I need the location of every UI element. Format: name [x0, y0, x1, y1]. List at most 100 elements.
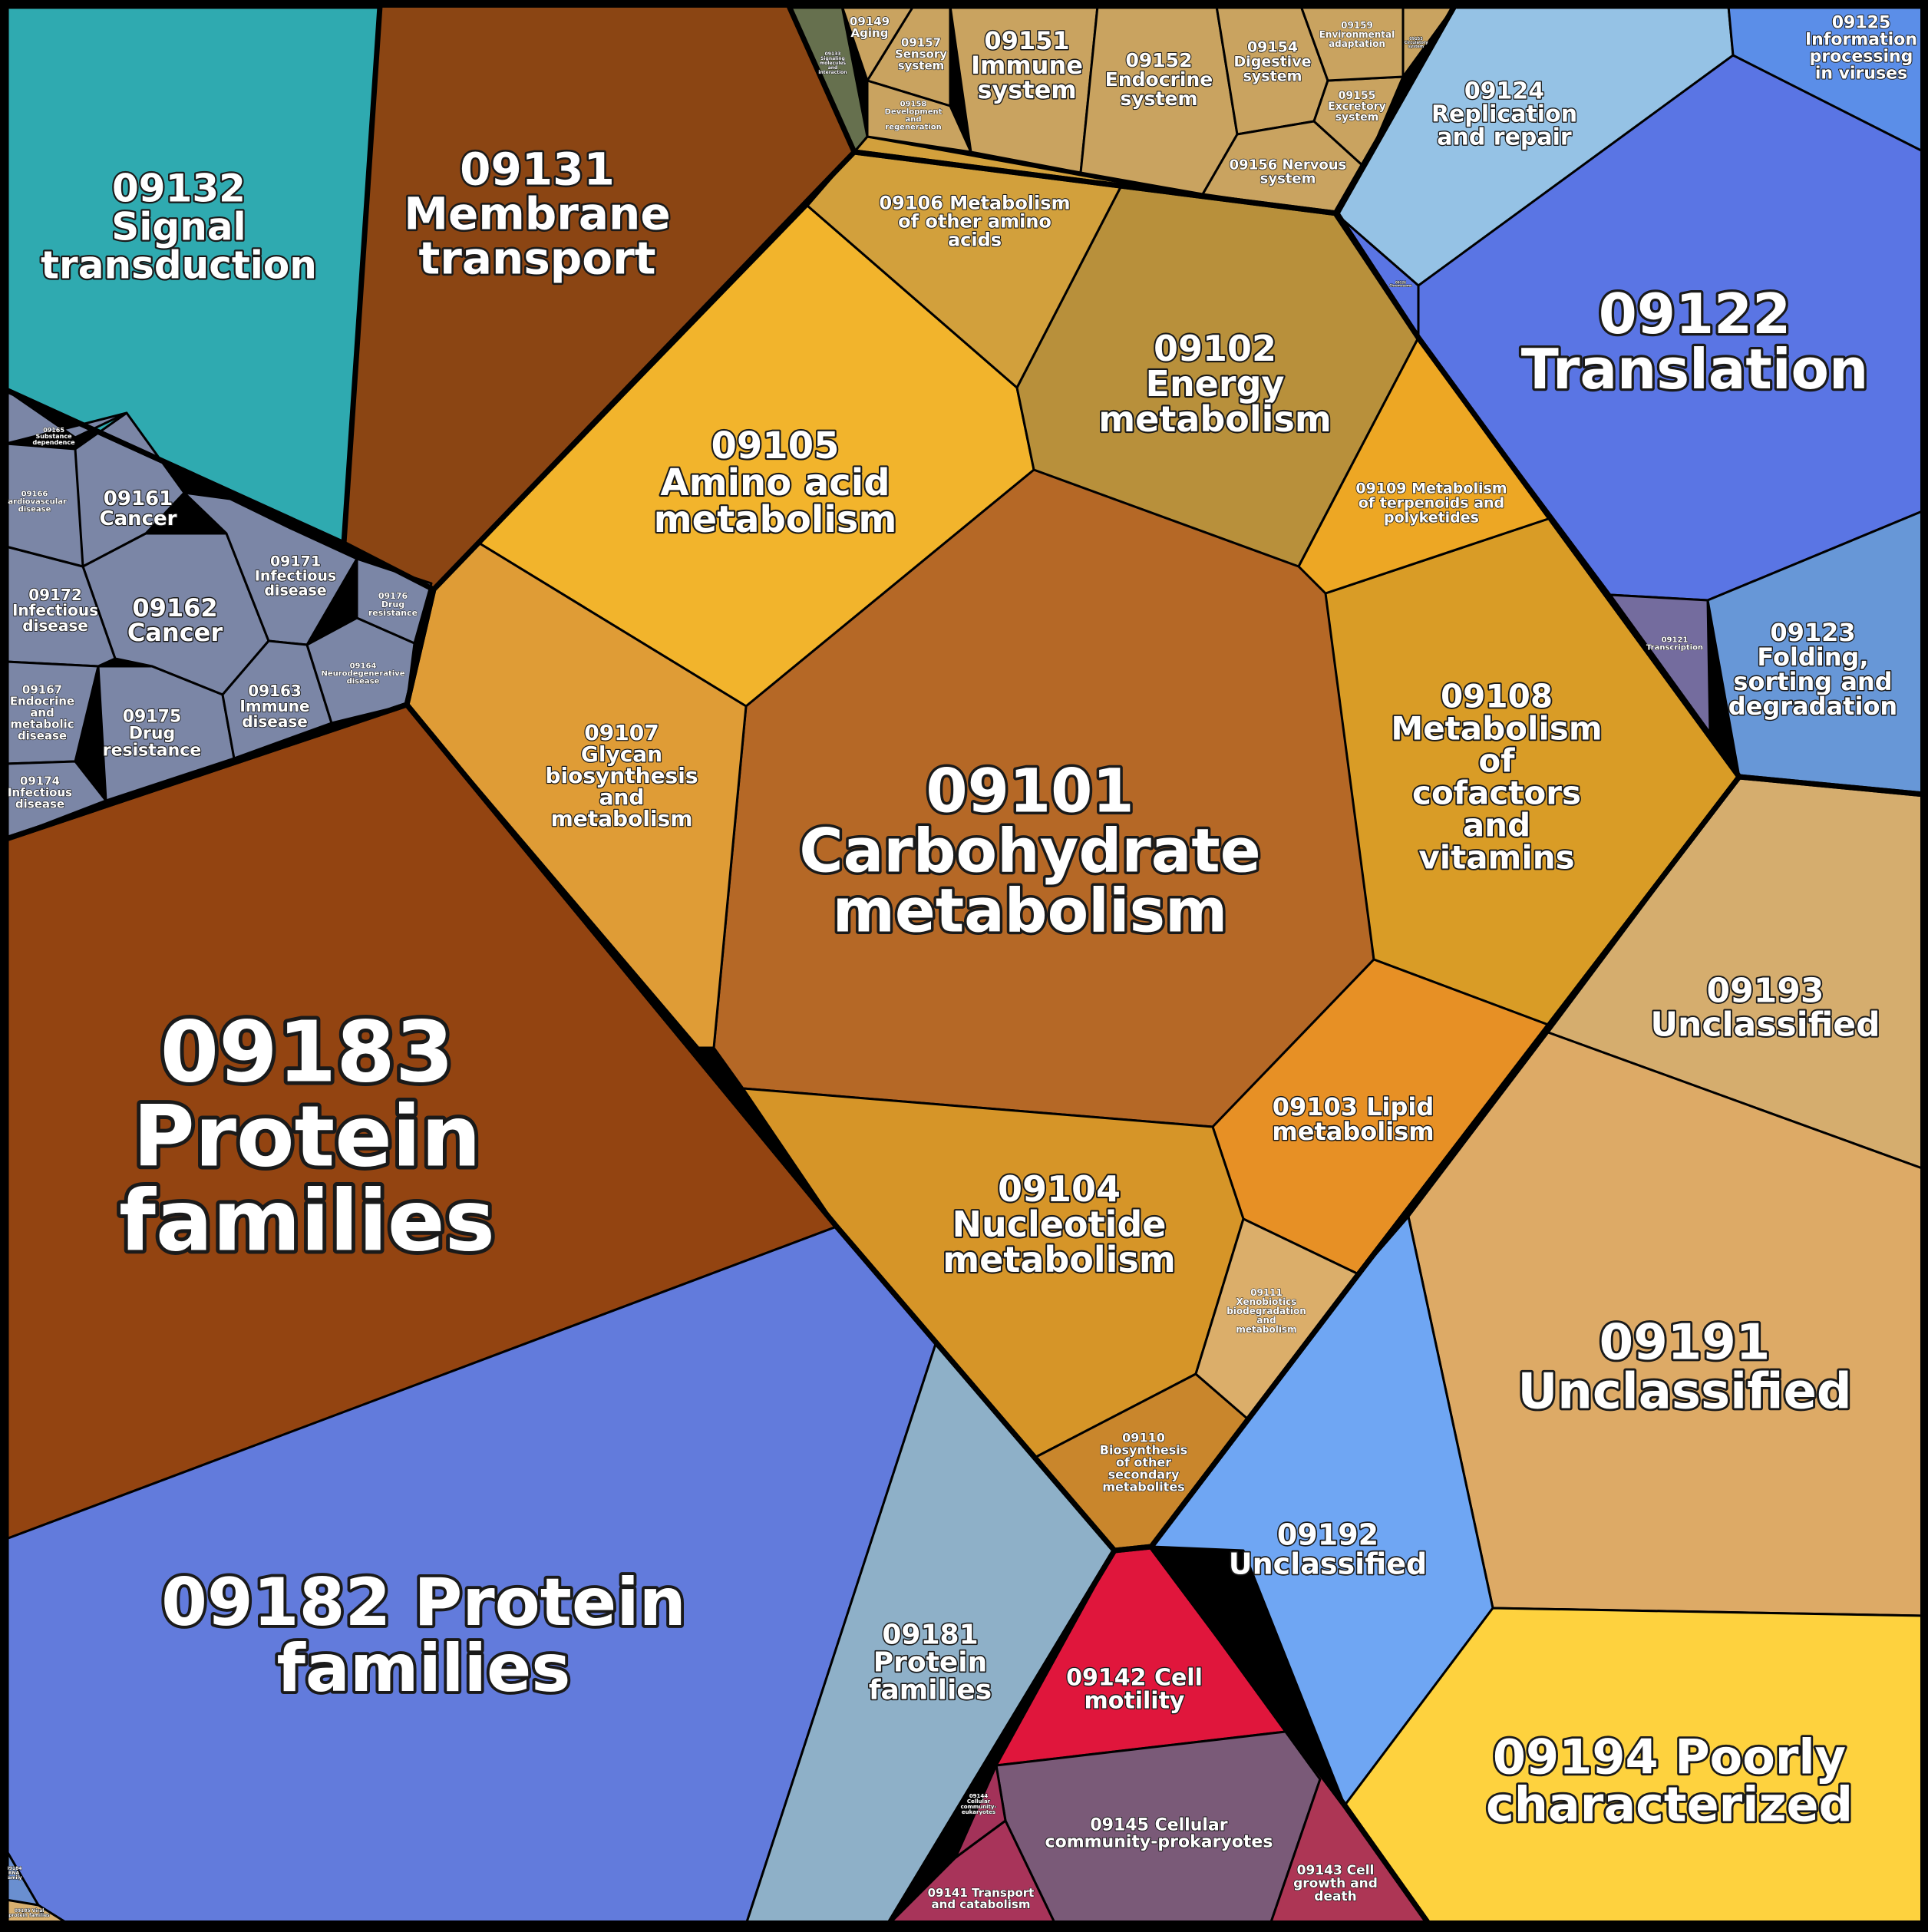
cell-label-line: families — [276, 1630, 570, 1707]
cell-label-line: dependence — [32, 439, 75, 446]
cell-label-line: Cardiovascular — [2, 498, 67, 507]
cell-label-line: and — [30, 705, 54, 719]
cell-label-line: transport — [419, 232, 656, 284]
cell-label-line: of terpenoids and — [1359, 495, 1504, 512]
cell-label-line: Sensory — [895, 47, 947, 61]
cell-label-line: Xenobiotics — [1236, 1296, 1297, 1307]
cell-label-line: 09108 — [1441, 678, 1553, 715]
cell-label-line: 09121 — [1662, 636, 1689, 645]
cell-label-line: 09156 Nervous — [1230, 157, 1347, 173]
cell-label-line: resistance — [103, 741, 202, 761]
cell-label-09102: 09102 Energy metabolism — [1098, 328, 1332, 440]
cell-label-09108: 09108 Metabolism of cofactors and vitamins — [1391, 678, 1602, 877]
cell-label-line: 09110 — [1122, 1431, 1165, 1445]
cell-label-line: 09194 Poorly — [1493, 1729, 1846, 1785]
cell-label-line: 09109 Metabolism — [1355, 481, 1507, 497]
cell-label-line: and repair — [1437, 124, 1572, 151]
cell-label-line: and — [1256, 1315, 1276, 1326]
cell-label-line: 09153 — [1409, 37, 1423, 41]
cell-label-09107: 09107 Glycan biosynthesis and metabolism — [546, 720, 698, 831]
cell-label-line: transduction — [41, 243, 317, 288]
cell-label-09172: 09172 Infectious disease — [12, 586, 98, 635]
cell-label-line: Amino acid — [660, 461, 890, 504]
cell-label-09184: 09184 RNA family — [6, 1866, 22, 1881]
cell-label-09166: 09166 Cardiovascular disease — [2, 490, 67, 514]
cell-label-09183: 09183 Protein families — [119, 1003, 495, 1270]
cell-label-line: Carbohydrate — [799, 817, 1260, 886]
cell-label-09182: 09182 Protein families — [161, 1564, 686, 1707]
cell-label-line: metabolism — [1098, 398, 1332, 440]
cell-label-line: families — [869, 1675, 992, 1706]
cell-label-line: disease — [18, 728, 67, 742]
cell-label-09101: 09101 Carbohydrate metabolism — [799, 757, 1260, 946]
cell-label-09104: 09104 Nucleotide metabolism — [943, 1168, 1176, 1280]
cell-label-line: 09133 — [825, 51, 841, 57]
cell-label-line: Aging — [851, 26, 889, 40]
cell-label-line: Unclassified — [1650, 1005, 1880, 1044]
cell-label-line: death — [1314, 1889, 1356, 1904]
cell-label-line: 09161 — [104, 487, 173, 510]
cell-label-line: Unclassified — [1517, 1363, 1851, 1420]
cell-label-09153: 09153 Circulatory system — [1404, 37, 1428, 49]
cell-label-line: 09163 — [248, 682, 302, 700]
cell-label-09191: 09191 Unclassified — [1517, 1314, 1851, 1420]
cell-label-09106: 09106 Metabolism of other amino acids — [879, 192, 1070, 250]
cell-label-09145: 09145 Cellular community-prokaryotes — [1045, 1816, 1273, 1852]
cell-label-09161: 09161 Cancer — [99, 487, 177, 530]
cell-label-line: Excretory — [1328, 101, 1386, 113]
cell-label-line: system — [1243, 68, 1302, 85]
cell-label-line: Substance — [35, 433, 72, 440]
cell-label-line: 09144 — [969, 1793, 988, 1799]
cell-label-line: Energy — [1146, 363, 1285, 405]
cell-label-09142: 09142 Cell motility — [1066, 1665, 1203, 1715]
cell-label-line: 09159 — [1341, 20, 1373, 31]
cell-label-line: system — [1260, 170, 1316, 187]
cell-label-09132: 09132 Signal transduction — [41, 167, 317, 288]
cell-label-line: biosynthesis — [546, 763, 698, 788]
cell-label-line: 09181 — [882, 1620, 978, 1651]
cell-label-line: 09124 — [1464, 78, 1544, 105]
cell-label-line: Translation — [1521, 337, 1869, 401]
cell-label-line: motility — [1084, 1688, 1185, 1715]
cell-label-line: 09193 — [1706, 971, 1824, 1010]
cell-label-line: 09164 — [350, 662, 377, 671]
cell-label-line: 09126 — [1395, 280, 1406, 284]
cell-label-line: sorting and — [1733, 667, 1892, 696]
cell-label-line: Protein — [873, 1647, 987, 1679]
cell-label-line: 09185 Viral — [15, 1908, 45, 1914]
cell-label-line: metabolic — [10, 717, 74, 731]
cell-label-line: degradation — [1728, 692, 1897, 721]
cell-label-line: 09191 — [1600, 1314, 1771, 1371]
cell-label-09159: 09159 Environmental adaptation — [1319, 20, 1395, 49]
cell-label-line: Infectious — [8, 785, 72, 799]
cell-label-line: Glycan — [581, 741, 662, 767]
cell-label-line: Replication — [1431, 101, 1577, 128]
cell-label-09125: 09125 Information processing in viruses — [1805, 14, 1917, 84]
cell-label-line: 09154 — [1247, 39, 1298, 56]
cell-label-line: 09162 — [132, 593, 217, 623]
cell-label-09155: 09155 Excretory system — [1328, 90, 1386, 124]
cell-label-09162: 09162 Cancer — [127, 593, 223, 647]
cell-label-line: Signaling — [820, 56, 845, 61]
cell-label-09105: 09105 Amino acid metabolism — [654, 424, 897, 541]
cell-label-line: 09106 Metabolism — [879, 192, 1070, 213]
cell-label-line: 09152 — [1126, 49, 1193, 71]
cell-label-line: 09176 — [378, 591, 408, 601]
cell-label-line: community-prokaryotes — [1045, 1833, 1273, 1852]
cell-label-line: Unclassified — [1229, 1547, 1428, 1580]
cell-label-line: 09167 — [22, 682, 62, 696]
cell-label-09185: 09185 Viral protein families — [8, 1908, 50, 1918]
cell-label-line: 09171 — [270, 553, 321, 570]
cell-label-line: 09103 Lipid — [1273, 1092, 1434, 1121]
cell-label-line: 09175 — [123, 708, 182, 727]
cell-label-line: and — [828, 65, 838, 71]
cell-label-line: resistance — [368, 608, 418, 618]
cell-label-line: families — [119, 1172, 495, 1270]
cell-label-line: characterized — [1486, 1777, 1853, 1833]
cell-label-09143: 09143 Cell growth and death — [1293, 1863, 1378, 1904]
cell-label-line: protein families — [8, 1913, 50, 1918]
cell-label-line: Biosynthesis — [1100, 1443, 1187, 1458]
